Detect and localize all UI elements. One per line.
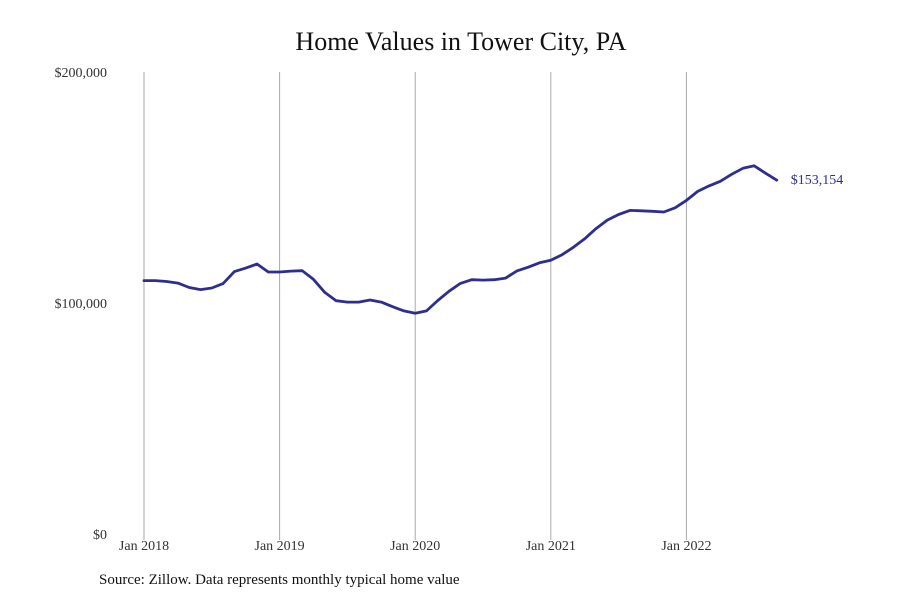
y-axis-ticks: $0 $100,000 $200,000	[55, 66, 108, 543]
chart-title: Home Values in Tower City, PA	[295, 27, 627, 56]
x-tick-label: Jan 2020	[390, 539, 440, 554]
end-value-label: $153,154	[791, 173, 844, 188]
series-layer	[142, 164, 779, 315]
chart-source-note: Source: Zillow. Data represents monthly …	[99, 572, 460, 588]
x-tick-label: Jan 2018	[119, 539, 169, 554]
y-tick-label: $0	[93, 528, 107, 543]
x-tick-label: Jan 2022	[661, 539, 711, 554]
series-line	[142, 164, 779, 315]
x-tick-label: Jan 2021	[526, 539, 576, 554]
y-tick-label: $200,000	[55, 66, 108, 81]
grid-lines	[143, 72, 687, 540]
y-tick-label: $100,000	[55, 297, 108, 312]
x-axis-ticks: Jan 2018 Jan 2019 Jan 2020 Jan 2021 Jan 2022	[119, 539, 712, 554]
x-tick-label: Jan 2019	[255, 539, 305, 554]
end-label-layer: $153,154	[791, 173, 844, 188]
